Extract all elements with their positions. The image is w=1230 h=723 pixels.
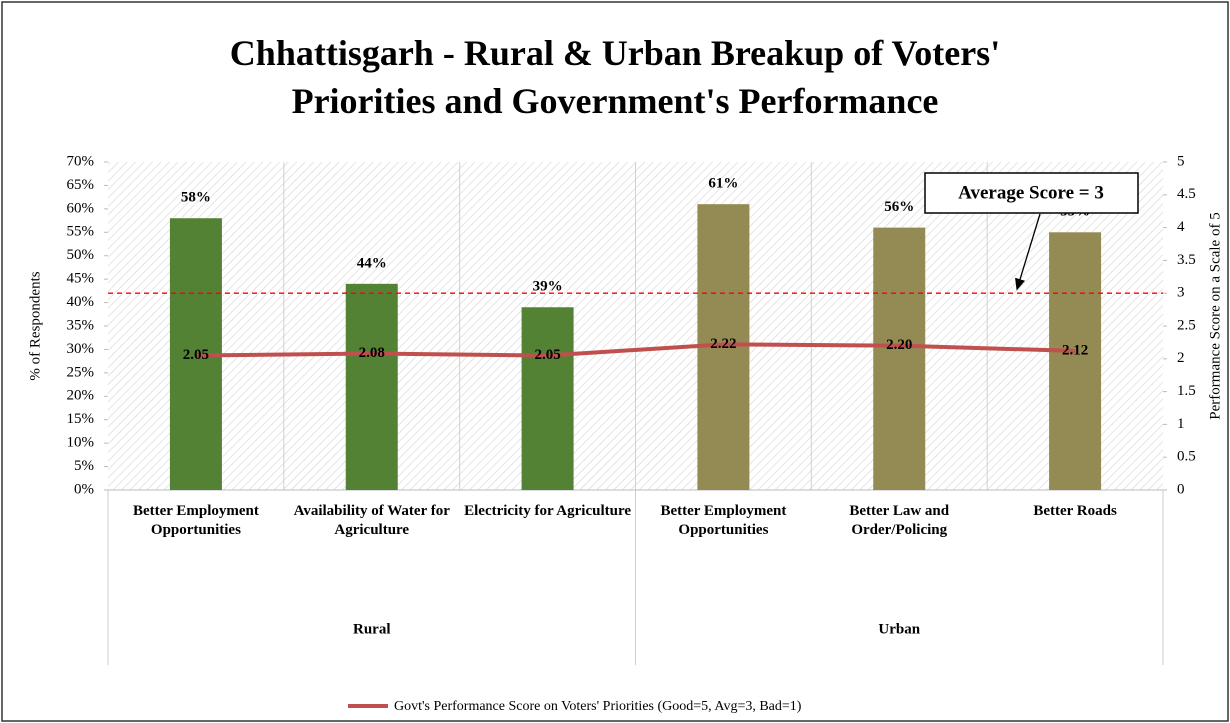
line-value-label: 2.20 [886, 337, 912, 353]
bar [1049, 232, 1102, 491]
group-label: Rural [353, 621, 391, 637]
line-value-label: 2.05 [183, 347, 209, 363]
y-tick-label: 40% [67, 294, 95, 310]
x-tick-label-box: Better Employment Opportunities [660, 503, 787, 538]
y2-tick-label: 3 [1177, 285, 1185, 301]
bar-value-label: 58% [181, 190, 211, 206]
y-tick-label: 20% [67, 388, 95, 404]
y2-tick-label: 2.5 [1177, 317, 1196, 333]
y-axis-label: % of Respondents [27, 271, 43, 380]
y2-tick-label: 0 [1177, 481, 1185, 497]
x-tick-label: Better Roads [1033, 503, 1117, 519]
y-tick-label: 35% [67, 317, 95, 333]
x-tick-label: Better Law and Order/Policing [849, 503, 950, 538]
x-tick-label: Availability of Water for Agriculture [293, 503, 450, 538]
line-value-label: 2.05 [534, 347, 560, 363]
y-tick-label: 0% [74, 481, 94, 497]
y-tick-label: 5% [74, 458, 94, 474]
bar [521, 307, 574, 490]
line-value-label: 2.12 [1062, 342, 1088, 358]
x-tick-label: Better Employment Opportunities [660, 503, 787, 538]
y2-tick-label: 4.5 [1177, 186, 1196, 202]
y2-tick-label: 3.5 [1177, 252, 1196, 268]
x-tick-label-box: Better Law and Order/Policing [849, 503, 950, 538]
chart-title: Chhattisgarh - Rural & Urban Breakup of … [230, 33, 1000, 121]
bar [873, 227, 926, 490]
y2-tick-label: 1 [1177, 416, 1185, 432]
bar-value-label: 56% [884, 199, 914, 215]
y2-tick-label: 4 [1177, 219, 1185, 235]
y2-tick-label: 0.5 [1177, 449, 1196, 465]
y-tick-label: 65% [67, 177, 95, 193]
x-tick-label-box: Electricity for Agriculture [464, 503, 632, 519]
bar-value-label: 61% [708, 176, 738, 192]
bar-value-label: 39% [533, 279, 563, 295]
x-tick-label-box: Better Employment Opportunities [132, 503, 259, 538]
y2-tick-label: 5 [1177, 153, 1185, 169]
annotation-box [924, 172, 1139, 214]
legend-label: Govt's Performance Score on Voters' Prio… [394, 699, 802, 714]
group-label: Urban [878, 621, 920, 637]
annotation-text: Average Score = 3 [958, 182, 1104, 203]
line-value-label: 2.08 [359, 345, 385, 361]
x-tick-label: Better Employment Opportunities [132, 503, 259, 538]
line-series [195, 342, 1076, 358]
y-tick-label: 70% [67, 153, 95, 169]
bar [345, 283, 398, 490]
line-value-label: 2.22 [710, 336, 736, 352]
x-tick-label-box: Availability of Water for Agriculture [293, 503, 450, 538]
y-tick-label: 50% [67, 247, 95, 263]
bar-value-label: 44% [357, 255, 387, 271]
y-tick-label: 45% [67, 271, 95, 287]
y-tick-label: 30% [67, 341, 95, 357]
annotation-arrow [1015, 213, 1041, 291]
x-tick-label: Electricity for Agriculture [464, 503, 632, 519]
y-tick-label: 10% [67, 435, 95, 451]
y-tick-label: 55% [67, 224, 95, 240]
y2-tick-label: 2 [1177, 350, 1185, 366]
y2-axis-label: Performance Score on a Scale of 5 [1207, 212, 1223, 419]
y-tick-label: 60% [67, 200, 95, 216]
y-tick-label: 25% [67, 364, 95, 380]
y2-tick-label: 1.5 [1177, 383, 1196, 399]
x-tick-label-box: Better Roads [1033, 503, 1117, 519]
y-tick-label: 15% [67, 411, 95, 427]
